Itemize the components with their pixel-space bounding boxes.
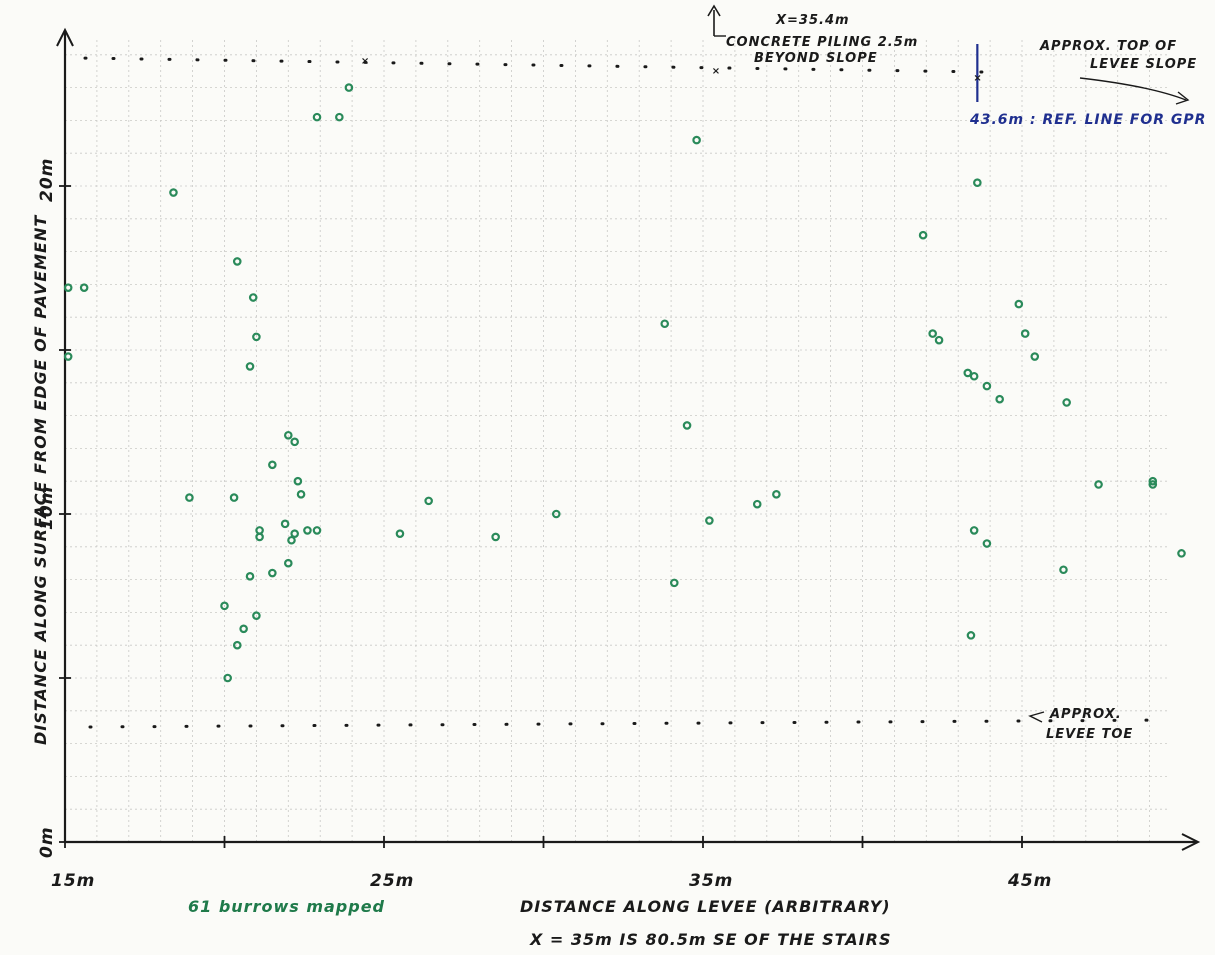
burrow-point [424,496,433,506]
burrow-point [232,640,242,650]
burrow-point [287,535,296,545]
burrow-point [551,509,561,519]
y-tick-label: 20m [37,158,57,202]
levee-top-note-line2: LEVEE SLOPE [1090,57,1197,72]
burrow-point [283,558,293,568]
burrow-point [969,371,979,381]
burrow-point [973,178,982,188]
x-axis-arrow [1181,833,1201,851]
burrow-point [772,490,781,499]
burrow-point [982,381,992,391]
burrow-point [995,394,1004,404]
x-tick-label: 45m [1007,871,1052,891]
burrow-count-note: 61 burrows mapped [188,897,385,916]
burrow-point [705,516,714,525]
burrow-point [1030,352,1040,361]
axes [56,27,1201,851]
x-tick-label: 25m [370,871,414,891]
burrow-point [185,493,194,502]
levee-top-note-line1: APPROX. TOP OF [1039,39,1177,54]
burrow-point [63,352,73,361]
levee-guides: × × × [83,4,1190,729]
burrow-point [169,188,178,197]
y-tick-label: 0m [37,826,57,858]
burrow-point [252,611,261,620]
levee-toe-note-line2: LEVEE TOE [1046,727,1133,742]
cross-marker: × [361,56,369,67]
y-tick-label: 10m [37,486,57,530]
burrow-point [934,335,944,345]
tick-labels: 15m 25m 35m 45m 0m 10m 20m [37,158,1052,891]
burrow-points [63,83,1186,683]
cross-marker: × [712,66,720,77]
burrow-point [296,490,306,499]
burrow-point [969,526,979,535]
burrow-point [63,283,73,292]
levee-top-arrow-head [1175,91,1190,105]
burrow-point [982,539,992,548]
burrow-point [268,460,277,470]
piling-arrow-head [707,4,721,17]
burrow-point [312,112,322,122]
burrow-point [1014,299,1024,309]
burrow-point [223,673,232,683]
burrow-point [963,368,973,378]
burrow-point [918,230,928,240]
burrow-point [232,257,242,266]
burrow-point [1094,480,1103,489]
ref-line-note: 43.6m : REF. LINE FOR GPR [969,112,1206,128]
burrow-point [255,532,264,542]
grid [64,40,1170,843]
levee-toe-note-line1: APPROX. [1049,707,1122,722]
burrow-point [928,329,937,338]
x-tick-label: 35m [689,871,733,891]
burrow-point [1062,398,1071,407]
burrow-point [283,430,293,440]
burrow-point [682,421,692,430]
burrow-point [280,519,290,529]
burrow-point [220,601,229,611]
burrow-point [290,437,299,447]
burrow-point [491,532,500,542]
burrow-point [1148,476,1158,486]
burrow-point [669,578,679,588]
burrow-point [79,283,89,292]
burrow-point [252,332,261,342]
burrow-point [255,526,264,535]
y-axis-arrow [56,27,74,47]
burrow-point [303,526,312,535]
piling-note-line3: BEYOND SLOPE [754,51,878,66]
burrow-point [395,529,405,538]
levee-toe-arrow [1028,711,1045,723]
burrow-point [1148,480,1158,489]
burrow-point [229,493,239,502]
burrow-point [268,568,277,578]
burrow-point [335,112,344,122]
x-tick-label: 15m [51,871,95,891]
y-axis-title: DISTANCE ALONG SURFACE FROM EDGE OF PAVE… [31,215,50,745]
burrow-point [344,83,354,92]
burrow-point [293,476,303,486]
piling-note-line1: X=35.4m [775,13,850,28]
stairs-footnote: X = 35m IS 80.5m SE OF THE STAIRS [529,930,891,949]
burrow-point [312,526,322,535]
burrow-point [239,624,248,634]
burrow-point [1020,329,1030,338]
levee-toe-line [88,718,1177,729]
burrow-point [1177,549,1186,558]
burrow-point [245,362,255,371]
burrow-point [248,293,258,302]
levee-top-arrow [1079,77,1187,101]
piling-note-line2: CONCRETE PILING 2.5m [726,35,918,50]
cross-marker: × [973,73,981,84]
burrow-point [692,135,701,145]
burrow-point [1059,565,1068,575]
burrow-point [966,631,976,640]
burrow-point [660,319,670,329]
burrow-point [245,572,255,581]
burrow-point [290,529,299,538]
x-axis-title: DISTANCE ALONG LEVEE (ARBITRARY) [520,897,891,916]
burrow-point [752,499,762,509]
